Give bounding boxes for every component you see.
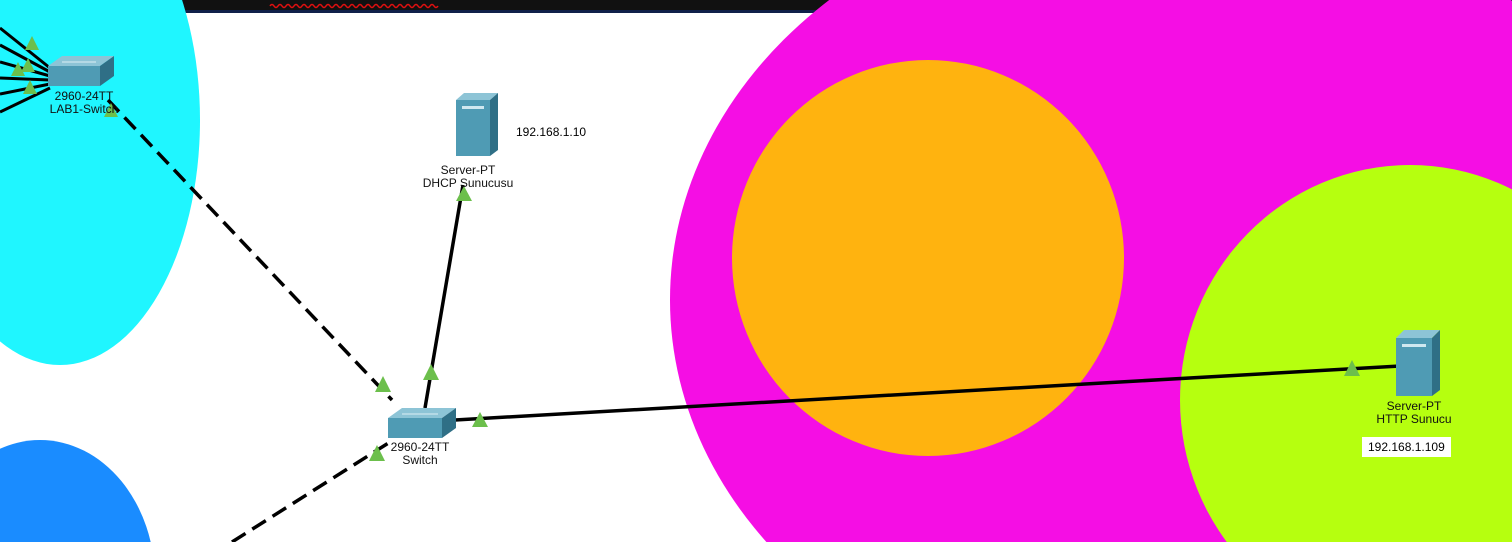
core-switch-name: Switch [370,454,470,467]
dhcp-server-icon[interactable] [456,93,498,156]
lab1-switch-name: LAB1-Switch [34,103,134,116]
lower-uplink-cable[interactable] [232,442,390,542]
lab1-switch-icon[interactable] [48,56,114,86]
http-server-ip: 192.168.1.109 [1362,437,1451,457]
blue-area [0,440,155,542]
lab1-switch-label: 2960-24TT LAB1-Switch [34,90,134,116]
core-switch-icon[interactable] [388,408,456,438]
http-server-icon[interactable] [1396,330,1440,396]
dhcp-server-ip: 192.168.1.10 [510,122,592,142]
http-server-label: Server-PT HTTP Sunucu [1364,400,1464,426]
cyan-area [0,0,200,365]
dhcp-server-label: Server-PT DHCP Sunucusu [418,164,518,190]
orange-area [732,60,1124,456]
core-switch-label: 2960-24TT Switch [370,441,470,467]
http-server-name: HTTP Sunucu [1364,413,1464,426]
dhcp-server-name: DHCP Sunucusu [418,177,518,190]
